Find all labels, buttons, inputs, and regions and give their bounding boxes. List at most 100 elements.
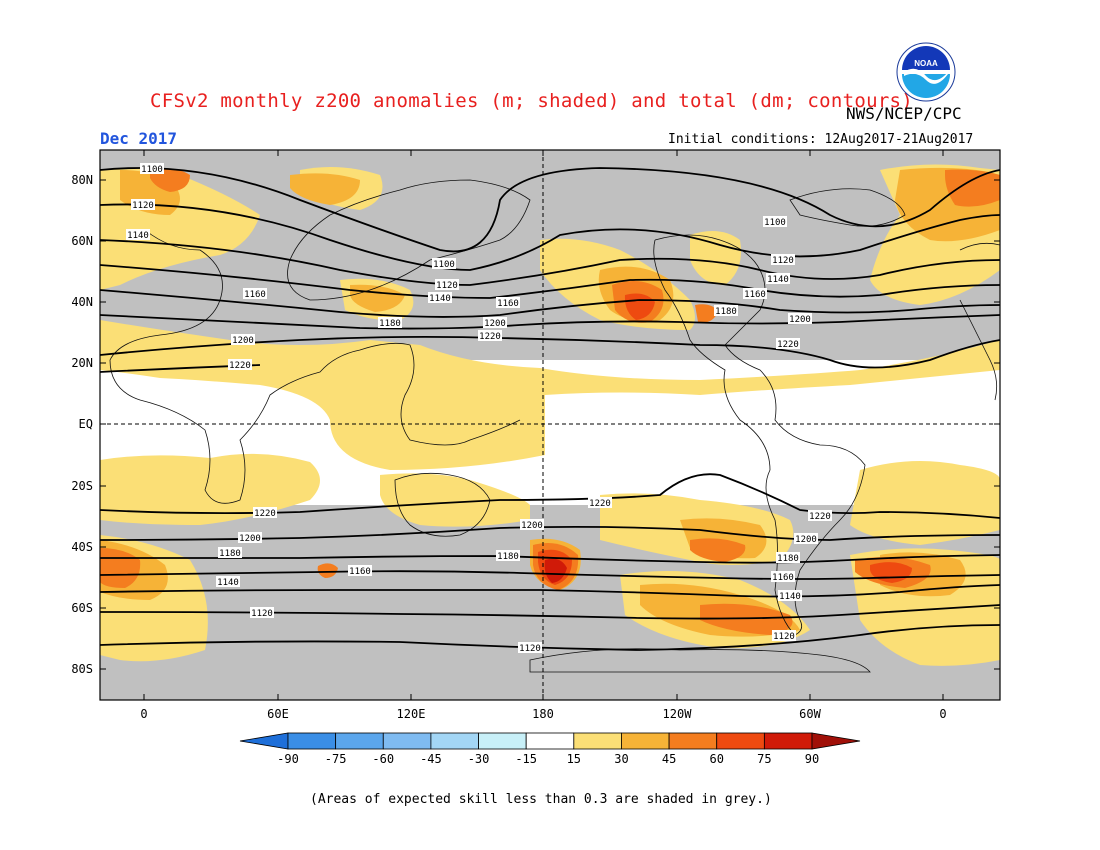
contour-label-bg <box>788 313 812 324</box>
contour-label-bg <box>496 297 520 308</box>
lon-label: 120E <box>397 707 426 721</box>
contour-label: 1120 <box>772 256 794 266</box>
contour-label-bg <box>588 497 612 508</box>
contour-label: 1200 <box>789 315 811 325</box>
anomaly-60-areas <box>100 168 1000 635</box>
contour-label: 1160 <box>244 290 266 300</box>
anomaly-90-areas <box>544 558 567 583</box>
contour-label: 1160 <box>497 299 519 309</box>
contour-label: 1180 <box>219 549 241 559</box>
lat-label: 20N <box>71 356 93 370</box>
lat-label: EQ <box>79 417 93 431</box>
colorbar-swatch <box>382 732 432 750</box>
contour-label: 1100 <box>433 260 455 270</box>
contour-label: 1160 <box>744 290 766 300</box>
contour-label-bg <box>520 519 544 530</box>
contour-label-bg <box>483 317 507 328</box>
lat-label: 40N <box>71 295 93 309</box>
contour-label-bg <box>778 590 802 601</box>
colorbar-swatch <box>716 732 765 750</box>
skill-footnote: (Areas of expected skill less than 0.3 a… <box>310 792 772 807</box>
contour-label: 1120 <box>132 201 154 211</box>
contour-label-bg <box>378 317 402 328</box>
contour-label: 1160 <box>349 567 371 577</box>
chart-title: CFSv2 monthly z200 anomalies (m; shaded)… <box>150 90 914 112</box>
contour-label-bg <box>772 630 796 641</box>
colorbar-tick-label: -75 <box>325 752 347 766</box>
contour-label-bg <box>243 288 267 299</box>
lat-label: 80S <box>71 662 93 676</box>
contour-label: 1140 <box>779 592 801 602</box>
contour-label: 1220 <box>809 512 831 522</box>
colorbar: -90 -75 -60 -45 -30 -15 15 30 45 60 75 90 <box>239 732 861 766</box>
longitude-axis: 0 60E 120E 180 120W 60W 0 <box>140 150 947 721</box>
colorbar-tick-label: 90 <box>805 752 819 766</box>
contour-label-bg <box>776 338 800 349</box>
contour-label: 1180 <box>715 307 737 317</box>
colorbar-tick-label: -30 <box>468 752 490 766</box>
contour-label: 1220 <box>589 499 611 509</box>
colorbar-tick-label: -60 <box>372 752 394 766</box>
colorbar-swatch <box>763 732 813 750</box>
colorbar-swatch <box>430 732 479 750</box>
contour-label: 1120 <box>251 609 273 619</box>
contour-label: 1140 <box>127 231 149 241</box>
contour-label-bg <box>126 229 150 240</box>
lon-label: 0 <box>939 707 946 721</box>
colorbar-tick-label: -90 <box>277 752 299 766</box>
contour-label: 1120 <box>773 632 795 642</box>
contour-label: 1120 <box>436 281 458 291</box>
contour-label: 1220 <box>254 509 276 519</box>
contour-label: 1140 <box>429 294 451 304</box>
colorbar-tick-label: 75 <box>757 752 771 766</box>
latitude-axis: 80N 60N 40N 20N EQ 20S 40S 60S 80S <box>71 173 1000 676</box>
contour-label-bg <box>348 565 372 576</box>
lat-label: 80N <box>71 173 93 187</box>
colorbar-tick-label: -15 <box>515 752 537 766</box>
colorbar-tick-label: 60 <box>710 752 724 766</box>
noaa-logo-icon: NOAA <box>896 42 956 102</box>
contour-label-bg <box>478 330 502 341</box>
colorbar-swatch <box>478 732 527 750</box>
height-contours <box>100 167 1000 651</box>
contour-label: 1120 <box>519 644 541 654</box>
lat-label: 60S <box>71 601 93 615</box>
contour-label: 1220 <box>229 361 251 371</box>
contour-label-bg <box>231 334 255 345</box>
colorbar-swatch <box>573 732 622 750</box>
contour-label-bg <box>140 163 164 174</box>
contour-label-bg <box>238 532 262 543</box>
colorbar-swatch <box>287 732 337 750</box>
contour-label: 1100 <box>764 218 786 228</box>
contour-labels: 1100112011401160120012201180110011201140… <box>126 163 832 654</box>
contour-label: 1220 <box>479 332 501 342</box>
contour-label-bg <box>763 216 787 227</box>
contour-label-bg <box>218 547 242 558</box>
contour-label-bg <box>253 507 277 518</box>
colorbar-tick-label: 15 <box>567 752 581 766</box>
contour-label: 1100 <box>141 165 163 175</box>
contour-label: 1140 <box>767 275 789 285</box>
colorbar-swatch <box>335 732 384 750</box>
lat-label: 60N <box>71 234 93 248</box>
colorbar-tick-label: 30 <box>614 752 628 766</box>
contour-label: 1200 <box>239 534 261 544</box>
colorbar-tick-label: 45 <box>662 752 676 766</box>
colorbar-swatch <box>668 732 718 750</box>
lat-label: 20S <box>71 479 93 493</box>
contour-label: 1180 <box>777 554 799 564</box>
map-field: 1100112011401160120012201180110011201140… <box>100 150 1000 700</box>
contour-label-bg <box>228 359 252 370</box>
colorbar-tick-label: -45 <box>420 752 442 766</box>
lat-label: 40S <box>71 540 93 554</box>
lon-label: 180 <box>532 707 554 721</box>
contour-label-bg <box>131 199 155 210</box>
contour-label-bg <box>776 552 800 563</box>
contour-label-bg <box>714 305 738 316</box>
contour-label-bg <box>766 273 790 284</box>
org-label: NWS/NCEP/CPC <box>846 104 962 123</box>
colorbar-swatch <box>525 732 575 750</box>
contour-label-bg <box>808 510 832 521</box>
contour-label-bg <box>794 533 818 544</box>
lon-label: 60E <box>267 707 289 721</box>
